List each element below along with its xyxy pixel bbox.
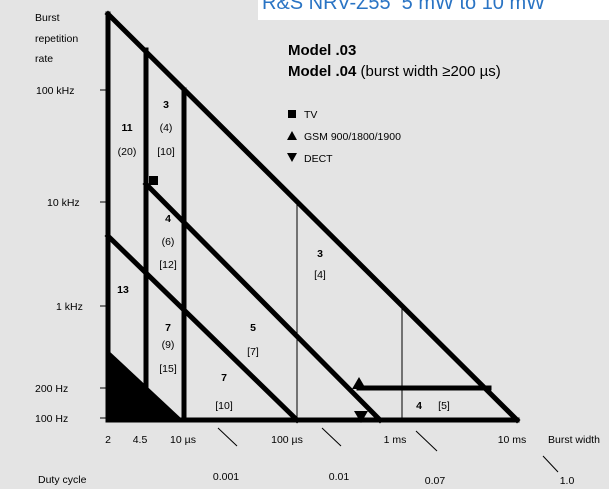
legend-triangle-down-icon xyxy=(287,153,297,162)
model-04-heading: Model .04 (burst width ≥200 µs) xyxy=(288,63,501,80)
y-tick-10khz: 10 kHz xyxy=(47,197,80,209)
y-tick-200hz: 200 Hz xyxy=(35,383,68,395)
region-label: (20) xyxy=(118,146,137,158)
region-label: [7] xyxy=(247,346,259,358)
region-label: (9) xyxy=(162,339,175,351)
region-label: [5] xyxy=(438,400,450,412)
region-labels: 11 (20) 3 (4) [10] 4 (6) [12] 13 7 (9) [… xyxy=(117,99,450,412)
model-04-name: Model .04 xyxy=(288,63,357,80)
region-label: 3 xyxy=(317,248,323,260)
y-tick-100hz: 100 Hz xyxy=(35,413,68,425)
x-tick-2: 2 xyxy=(105,434,111,446)
region-label: [10] xyxy=(215,400,233,412)
legend-gsm-label: GSM 900/1800/1900 xyxy=(304,131,401,143)
header-banner-text: R&S NRV-Z55 5 mW to 10 mW xyxy=(262,0,546,14)
region-label: 4 xyxy=(165,213,171,225)
x-axis-title: Burst width xyxy=(548,434,600,446)
duty-cycle-label: Duty cycle xyxy=(38,474,87,486)
model-04-note: (burst width ≥200 µs) xyxy=(356,63,500,80)
legend-tv-label: TV xyxy=(304,109,317,121)
region-label: 7 xyxy=(165,322,171,334)
tv-marker xyxy=(149,176,158,185)
duty-cycle-0-07: 0.07 xyxy=(425,475,446,487)
y-axis-title-line-1: Burst xyxy=(35,12,60,24)
region-label: (6) xyxy=(162,236,175,248)
region-label: [12] xyxy=(159,259,177,271)
legend-dect-label: DECT xyxy=(304,153,333,165)
dect-marker xyxy=(354,411,368,423)
x-tick-100us: 100 µs xyxy=(271,434,303,446)
duty-cycle-0-01: 0.01 xyxy=(329,471,350,483)
region-label: 11 xyxy=(121,122,132,134)
region-label: [4] xyxy=(314,269,326,281)
thin-gridlines xyxy=(296,204,403,420)
duty-cycle-ticks xyxy=(217,427,559,473)
legend-triangle-up-icon xyxy=(287,131,297,140)
model-03-heading: Model .03 xyxy=(288,42,356,59)
x-tick-4-5: 4.5 xyxy=(133,434,148,446)
legend-square-icon xyxy=(288,110,296,118)
region-label: [10] xyxy=(157,146,175,158)
thick-boundary-lines xyxy=(104,10,521,424)
gsm-marker xyxy=(352,377,366,389)
y-tick-100khz: 100 kHz xyxy=(36,85,75,97)
duty-cycle-1-0: 1.0 xyxy=(560,475,575,487)
region-label: 3 xyxy=(163,99,169,111)
y-axis-title-line-2: repetition xyxy=(35,33,78,45)
x-tick-10us: 10 µs xyxy=(170,434,196,446)
x-tick-10ms: 10 ms xyxy=(498,434,527,446)
y-axis-title-line-3: rate xyxy=(35,53,53,65)
y-tick-1khz: 1 kHz xyxy=(56,301,83,313)
header-banner: R&S NRV-Z55 5 mW to 10 mW xyxy=(258,0,609,20)
region-label: 5 xyxy=(250,322,256,334)
region-label: (4) xyxy=(160,122,173,134)
region-label: 13 xyxy=(117,284,129,296)
duty-cycle-0-001: 0.001 xyxy=(213,471,239,483)
region-label: 4 xyxy=(416,400,422,412)
x-tick-1ms: 1 ms xyxy=(384,434,407,446)
region-label: [15] xyxy=(159,363,177,375)
region-label: 7 xyxy=(221,372,227,384)
